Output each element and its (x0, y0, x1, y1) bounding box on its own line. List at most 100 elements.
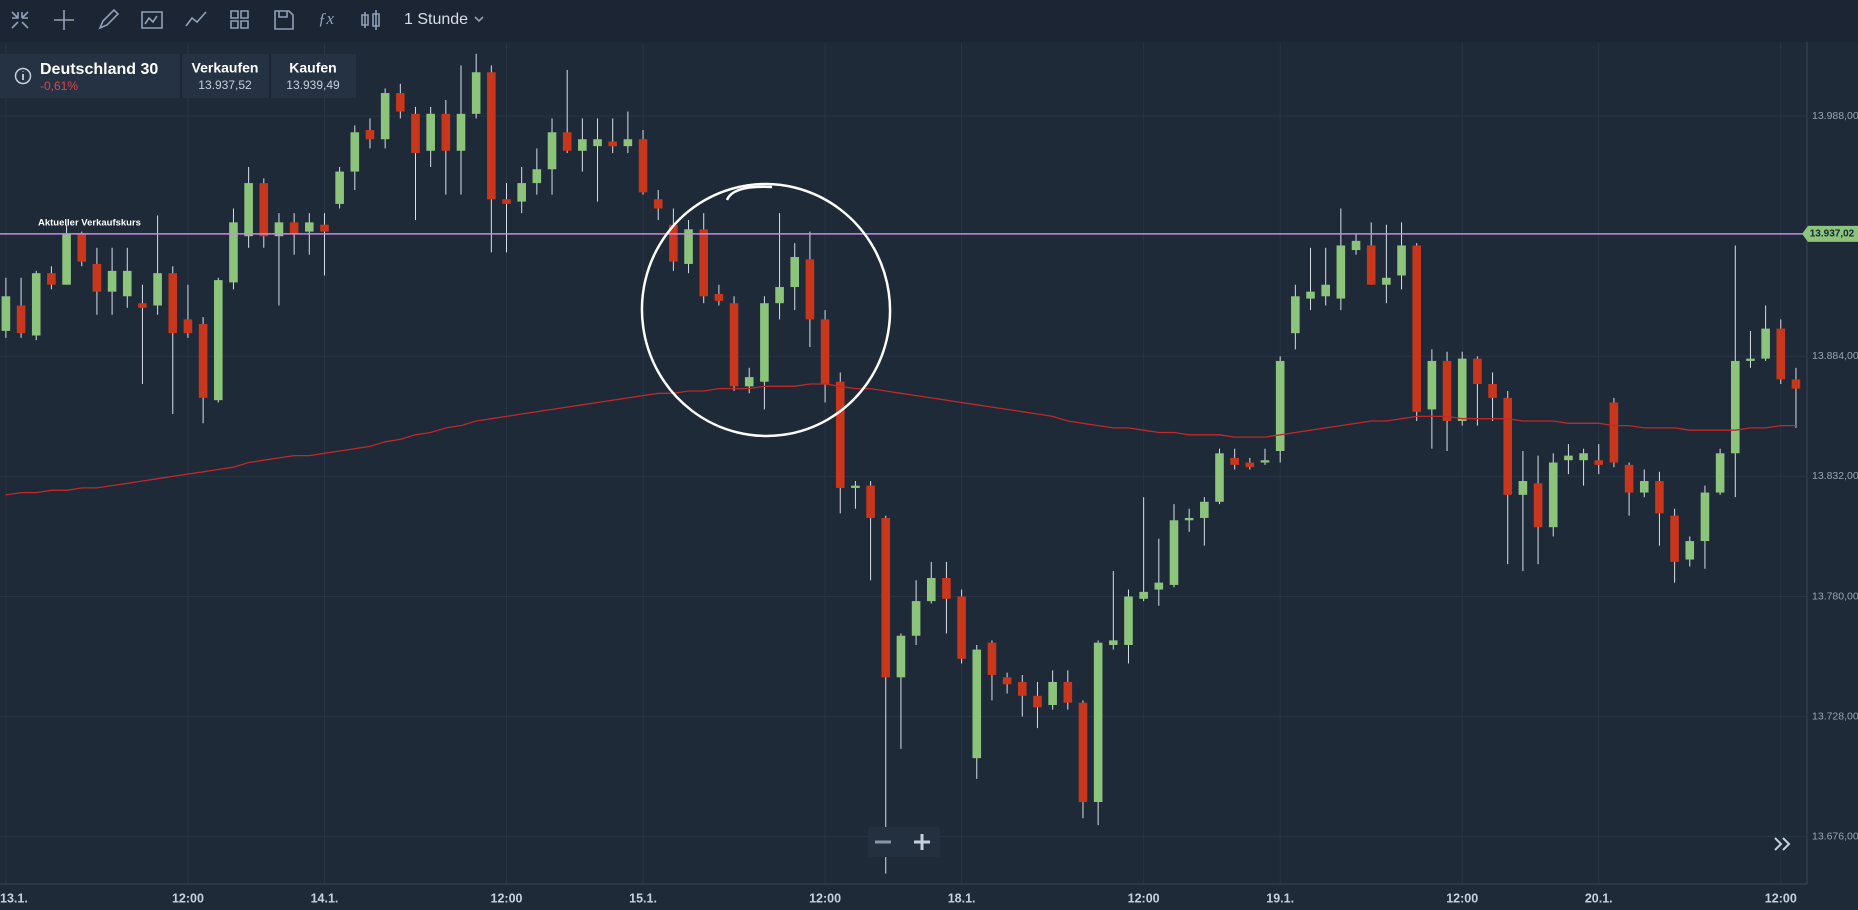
candle-body (866, 485, 875, 518)
candle-body (1366, 245, 1376, 285)
candle-body (198, 323, 208, 398)
candle-body (1457, 358, 1467, 421)
chart-type-icon[interactable] (361, 10, 380, 30)
candle-body (1048, 681, 1057, 706)
candle-body (259, 183, 269, 237)
candle-body (1382, 277, 1391, 285)
candle-body (1533, 483, 1543, 528)
candle-body (1351, 240, 1361, 251)
candle-body (1473, 358, 1482, 385)
candle-body (1002, 677, 1012, 685)
candle-body (1230, 457, 1239, 465)
y-tick-label: 13.676,00 (1812, 830, 1858, 842)
candle-body (638, 139, 648, 193)
instrument-panel[interactable] (0, 54, 356, 98)
candle-body (16, 305, 26, 334)
candle-body (1609, 402, 1619, 463)
candle-body (926, 578, 936, 602)
x-tick-label: 12:00 (172, 891, 204, 905)
plot-area: Aktueller Verkaufskurs (0, 42, 1807, 884)
hand-drawn-circle (640, 182, 892, 438)
candle-body (1397, 245, 1406, 276)
candle-body (1655, 481, 1664, 514)
candle-body (1670, 515, 1679, 562)
toolbar (0, 0, 1858, 42)
sell-price[interactable]: 13.937,52 (198, 78, 252, 92)
candle-body (244, 183, 253, 237)
candle-body (547, 132, 557, 170)
buy-label[interactable]: Kaufen (289, 60, 336, 76)
x-tick-label: 19.1. (1266, 891, 1294, 905)
candle-body (1336, 245, 1346, 299)
candle-body (1321, 284, 1330, 297)
candle-body (1093, 642, 1103, 803)
candle-body (1730, 360, 1740, 454)
candle-body (1594, 460, 1604, 465)
trend-icon[interactable] (185, 11, 207, 27)
candle-body (289, 222, 299, 234)
candle-body (320, 224, 329, 232)
buy-price[interactable]: 13.939,49 (286, 78, 340, 92)
layout-icon[interactable] (230, 10, 249, 29)
candle-body (411, 113, 420, 154)
sell-label[interactable]: Verkaufen (192, 60, 259, 76)
candle-body (396, 93, 405, 112)
candle-body (957, 596, 966, 659)
candle-body (1184, 517, 1194, 521)
candle-body (1715, 453, 1725, 493)
candle-body (502, 199, 511, 204)
candle-body (441, 113, 451, 151)
candle-body (1017, 681, 1027, 696)
candle-body (305, 222, 314, 232)
candle-body (1791, 379, 1801, 389)
candle-body (365, 129, 375, 140)
formula-icon[interactable]: ƒx (318, 9, 335, 28)
candle-body (335, 171, 344, 204)
x-tick-label: 12:00 (491, 891, 523, 905)
candle-body (699, 229, 709, 297)
y-tick-label: 13.780,00 (1812, 590, 1858, 602)
y-tick-label: 13.884,00 (1812, 350, 1858, 362)
indicator-icon[interactable] (141, 11, 163, 29)
crosshair-icon[interactable] (54, 10, 74, 30)
candle-body (350, 132, 360, 172)
info-icon[interactable] (14, 67, 32, 85)
scroll-right[interactable] (1774, 837, 1791, 851)
candle-body (1685, 541, 1695, 560)
x-tick-label: 12:00 (809, 891, 841, 905)
candle-body (1761, 328, 1770, 359)
candle-body (1503, 397, 1513, 495)
save-icon[interactable] (274, 10, 294, 30)
zoom-in[interactable] (914, 834, 930, 850)
candle-body (1306, 291, 1315, 299)
candle-body (1442, 360, 1452, 421)
x-tick-label: 13.1. (0, 891, 28, 905)
candle-body (62, 233, 71, 285)
candle-body (1154, 582, 1164, 590)
candle-body (1427, 360, 1437, 410)
candle-body (653, 199, 663, 209)
candle-body (1291, 296, 1300, 334)
candle-body (1063, 681, 1073, 703)
candle-body (138, 303, 147, 308)
dropdown-arrow[interactable] (474, 16, 484, 23)
candle-body (972, 649, 982, 759)
candle-body (122, 270, 132, 297)
draw-icon[interactable] (98, 8, 120, 30)
candle-body (153, 273, 162, 306)
hand-drawn-stroke (725, 185, 773, 201)
x-tick-label: 20.1. (1585, 891, 1613, 905)
candle-body (229, 222, 238, 283)
candle-body (790, 257, 800, 288)
x-tick-label: 15.1. (629, 891, 657, 905)
candle-body (669, 224, 678, 262)
candle-body (1579, 453, 1588, 461)
candle-body (729, 303, 739, 387)
candle-body (77, 233, 87, 262)
candle-body (820, 319, 830, 385)
candle-body (1139, 591, 1148, 599)
collapse-icon[interactable] (11, 11, 29, 29)
interval-select[interactable]: 1 Stunde (404, 11, 468, 28)
candle-body (684, 229, 693, 264)
